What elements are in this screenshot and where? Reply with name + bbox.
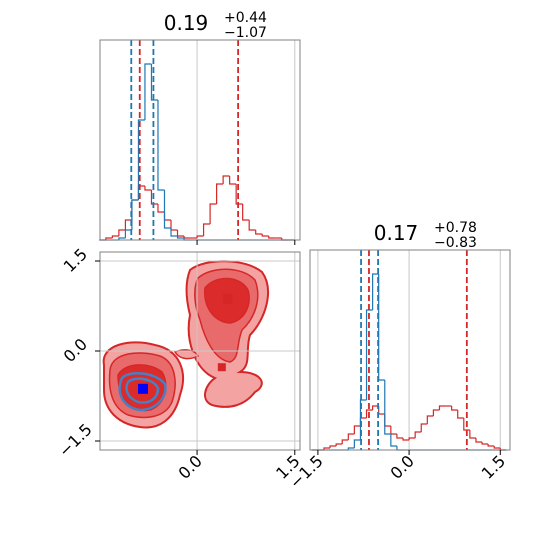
hist-step <box>183 236 191 239</box>
hist-step <box>137 119 145 200</box>
hist-step <box>414 431 422 438</box>
hist-step <box>475 438 483 443</box>
hist-step <box>463 418 470 431</box>
panel-title: 0.19 <box>164 11 209 35</box>
hist-step <box>378 406 385 415</box>
hist-step <box>372 273 379 310</box>
y-tick-label: 1.5 <box>60 245 91 276</box>
marker <box>217 363 226 372</box>
hist-step <box>170 228 178 237</box>
histogram <box>99 63 295 241</box>
hist-step <box>150 190 158 205</box>
hist-step <box>396 434 404 439</box>
title-lower: −0.83 <box>434 235 477 251</box>
hist-step <box>124 229 132 238</box>
hist-step <box>105 237 113 240</box>
hist-step <box>426 415 434 424</box>
title-value: 0.17 <box>374 221 419 245</box>
marker <box>222 293 233 304</box>
hist-step <box>202 223 211 236</box>
hist-step <box>216 183 224 204</box>
hist-step <box>457 410 464 419</box>
hist-step <box>378 274 385 381</box>
hist-step <box>118 229 126 236</box>
title-value: 0.19 <box>164 11 209 35</box>
hist-step <box>163 212 172 221</box>
hist-step <box>176 236 185 239</box>
hist-step <box>157 204 165 213</box>
hist-step <box>347 447 355 450</box>
hist-step <box>242 204 250 221</box>
hist-step <box>481 442 489 445</box>
hist-step <box>329 445 337 448</box>
hist-step <box>408 437 416 440</box>
hist-step <box>144 186 152 191</box>
title-lower: −1.07 <box>224 25 267 41</box>
hist-step <box>384 380 391 435</box>
x-tick-label: 0.0 <box>174 451 205 482</box>
hist-step <box>420 423 428 432</box>
hist-step <box>111 235 119 238</box>
hist-step <box>390 434 397 447</box>
hist-step <box>131 199 139 220</box>
hist-step <box>365 309 373 400</box>
hist-step <box>124 219 132 230</box>
hist-step <box>163 190 172 229</box>
title-upper: +0.78 <box>434 220 477 236</box>
hist-step <box>131 199 139 230</box>
hist-step <box>335 443 343 446</box>
x-tick-label: 1.5 <box>478 451 509 482</box>
hist-step <box>118 237 126 240</box>
title-upper: +0.44 <box>224 10 267 26</box>
x-tick-label: 0.0 <box>386 451 417 482</box>
marker <box>137 383 148 394</box>
hist-step <box>432 409 440 416</box>
hist-step <box>365 409 373 418</box>
hist-step <box>248 220 256 231</box>
hist-step <box>235 184 243 205</box>
hist-step <box>144 63 152 120</box>
hist-step <box>222 175 230 184</box>
hist-step <box>353 439 361 448</box>
panel-frame <box>99 39 301 241</box>
hist-step <box>323 447 331 450</box>
hist-step <box>341 439 349 444</box>
hist-step <box>402 438 410 441</box>
hist-step <box>353 425 361 434</box>
hist-step <box>451 406 458 411</box>
hist-step <box>384 414 391 427</box>
y-tick-label: −1.5 <box>55 420 96 461</box>
panel-frame <box>309 249 511 451</box>
hist-step <box>268 236 276 239</box>
hist-step <box>261 234 269 237</box>
hist-step <box>150 64 158 101</box>
panel-title: 0.17 <box>374 221 419 245</box>
contours <box>102 260 269 429</box>
hist-step <box>196 235 204 238</box>
hist-step <box>209 203 217 224</box>
y-tick-label: 0.0 <box>60 335 91 366</box>
hist-step <box>372 405 379 410</box>
hist-step <box>396 446 404 451</box>
hist-step <box>347 433 355 440</box>
hist-step <box>229 176 237 185</box>
hist-step <box>493 446 501 449</box>
hist-step <box>469 430 476 439</box>
hist-step <box>487 444 495 447</box>
hist-step <box>176 230 185 237</box>
hist-step <box>255 230 263 235</box>
hist-step <box>390 426 397 435</box>
hist-step <box>170 220 178 231</box>
hist-step <box>438 405 446 410</box>
hist-step <box>157 100 165 191</box>
